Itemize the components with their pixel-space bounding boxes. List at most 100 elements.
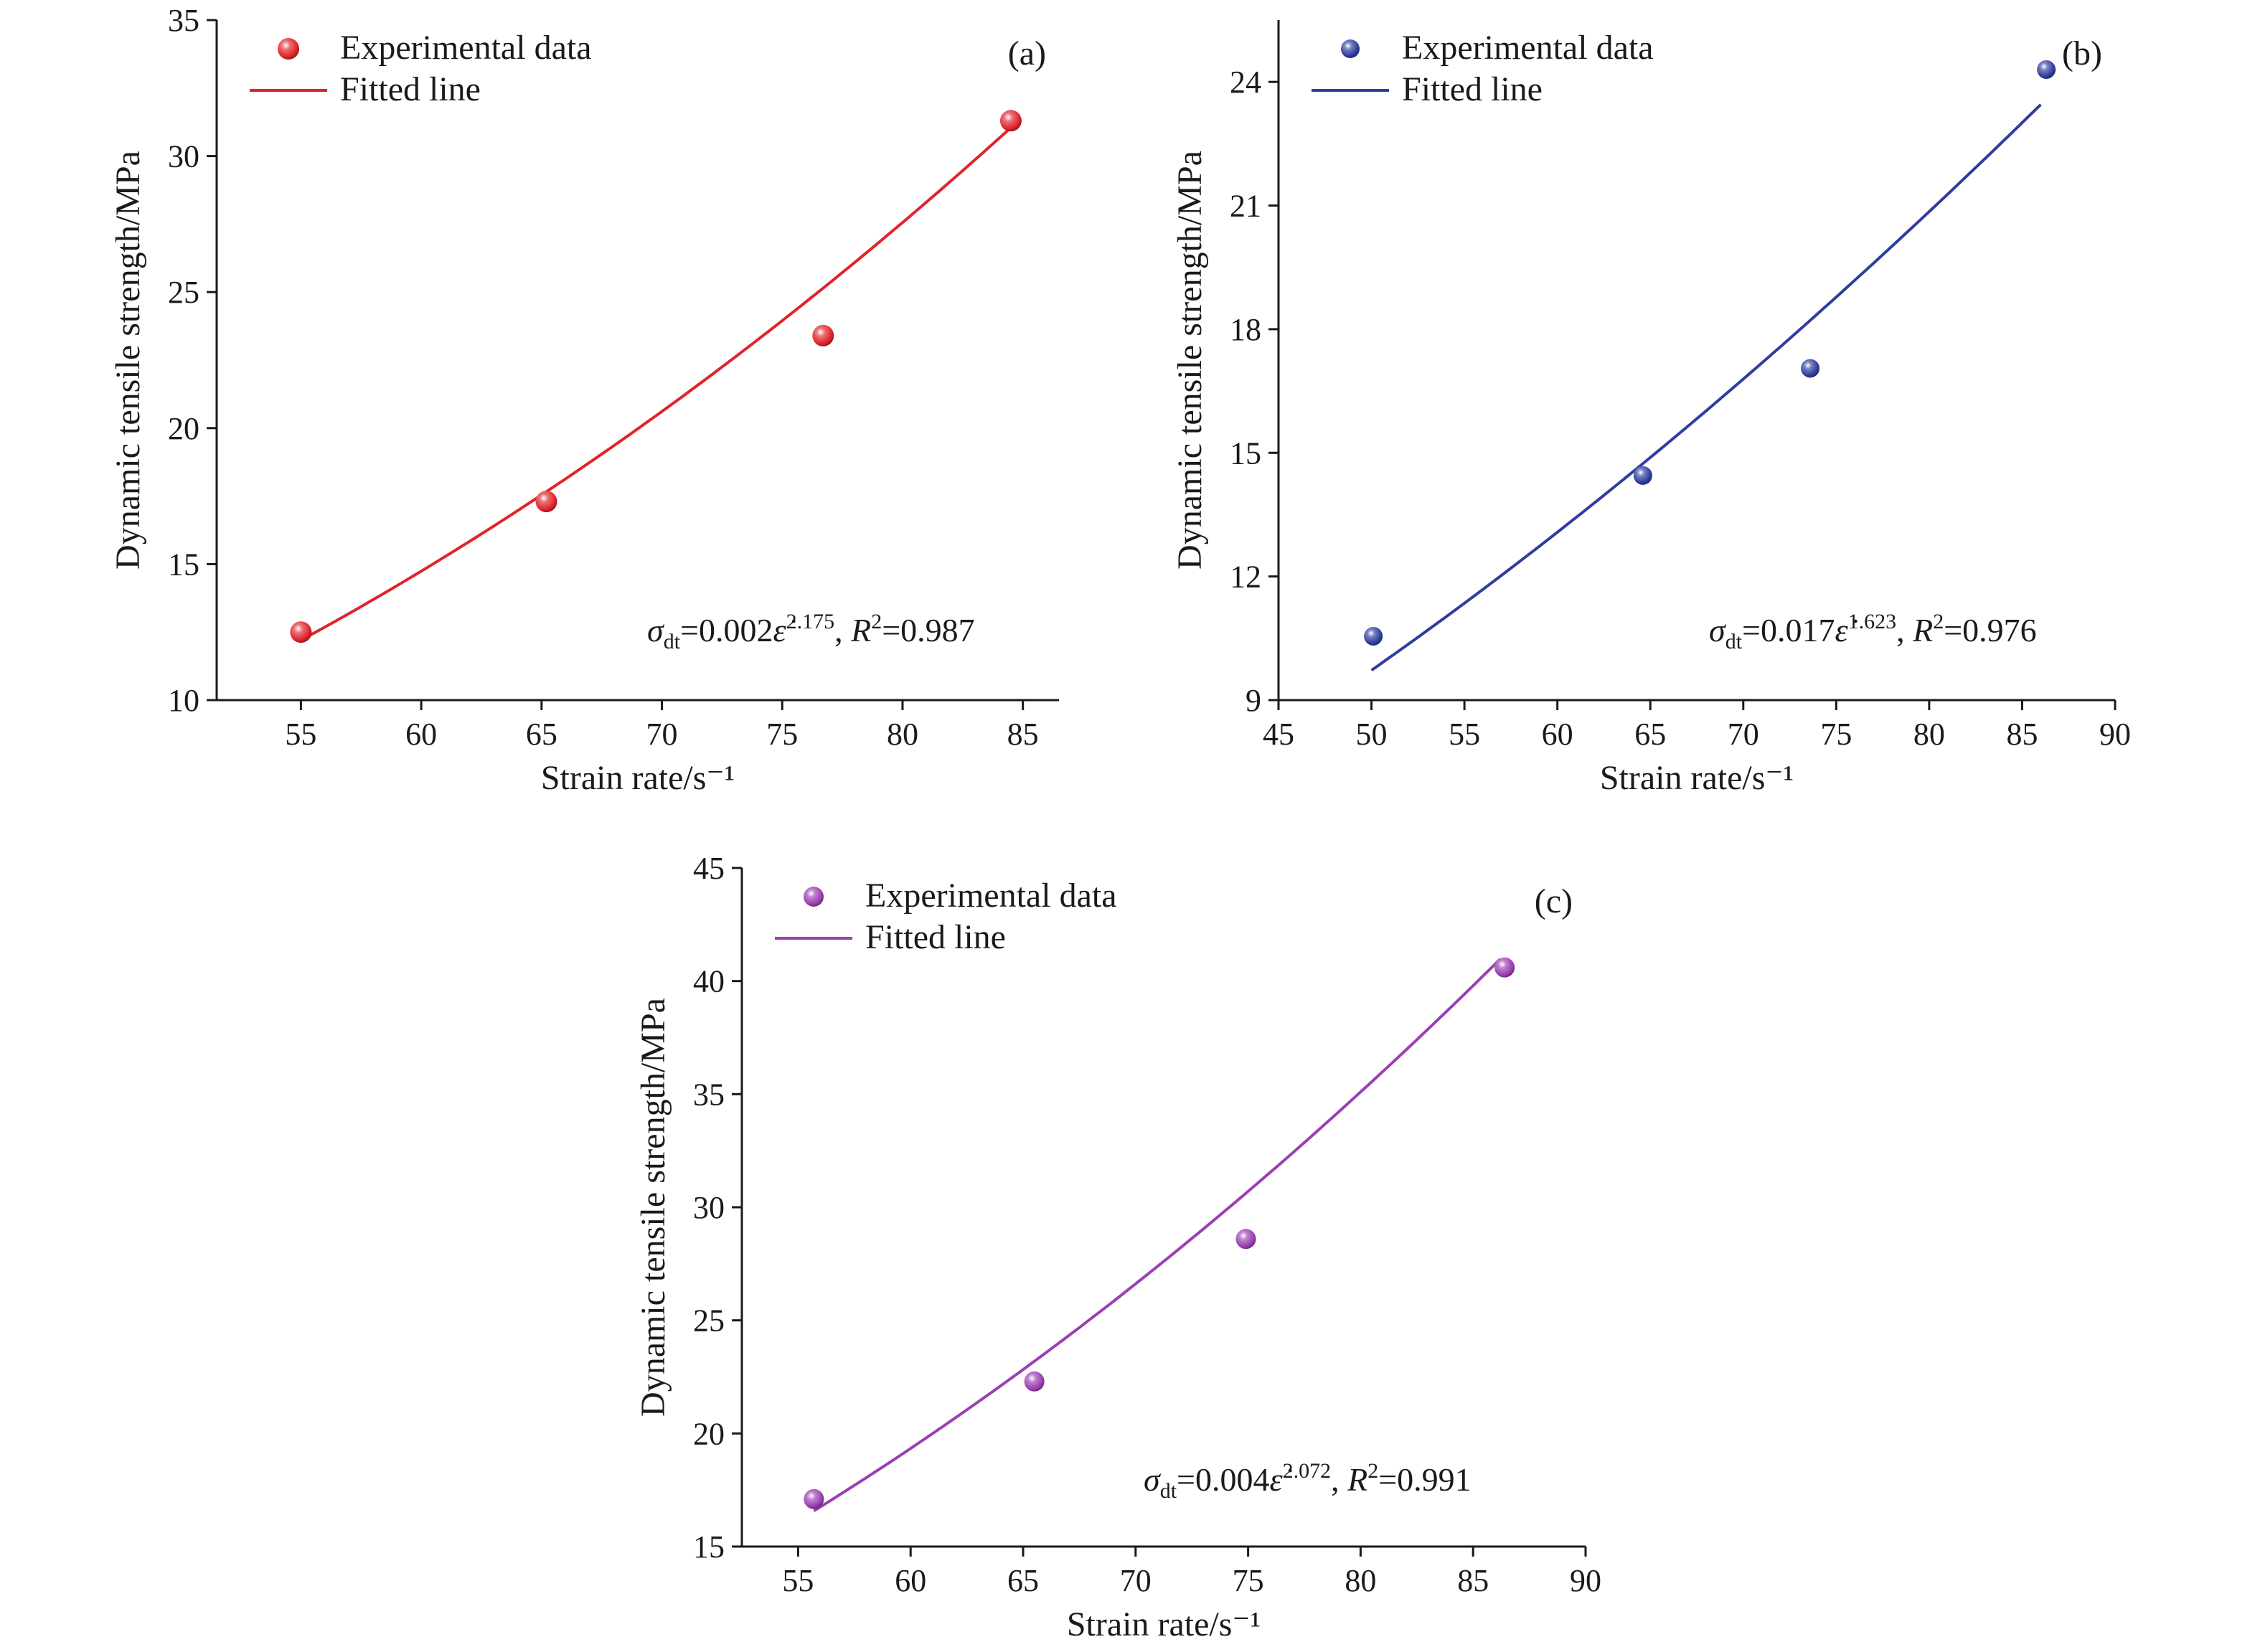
x-tick-label: 75 [1820,717,1852,752]
legend-label-markers: Experimental data [865,877,1117,915]
x-tick-label: 80 [1913,717,1945,752]
fitted-line [1370,103,2042,672]
eq-subscript: dt [664,630,681,653]
y-tick-label: 40 [693,964,725,999]
eq-r: R [850,612,871,648]
eq-coefficient: =0.004 [1177,1461,1269,1498]
eq-exponent: 1.623 [1848,610,1897,633]
x-tick-label: 90 [2099,717,2131,752]
fitted-line [813,958,1502,1512]
data-point [1494,957,1515,978]
fit-equation: σdt=0.017ε̇1.623, R2=0.976 [1709,610,2037,653]
x-axis-title: Strain rate/s⁻¹ [1067,1605,1261,1643]
eq-exponent: 2.072 [1283,1459,1332,1483]
legend-label-line: Fitted line [1402,70,1543,108]
x-tick-label: 75 [766,717,798,752]
y-tick-label: 9 [1246,683,1261,718]
y-tick-label: 15 [1230,435,1261,471]
eq-r-exponent: 2 [1367,1459,1378,1483]
legend-label-markers: Experimental data [1402,29,1654,67]
y-tick-label: 18 [1230,312,1261,347]
y-tick-label: 25 [693,1303,725,1339]
y-axis-title: Dynamic tensile strength/MPa [634,998,672,1417]
eq-r: R [1347,1461,1367,1498]
legend-label-line: Fitted line [865,918,1006,956]
x-tick-label: 55 [782,1563,814,1598]
eq-r: R [1912,612,1933,648]
fit-equation: σdt=0.004ε̇2.072, R2=0.991 [1144,1459,1472,1503]
y-tick-label: 25 [168,275,199,310]
x-tick-label: 60 [1542,717,1573,752]
x-tick-label: 60 [405,717,437,752]
x-tick-label: 80 [887,717,918,752]
y-tick-label: 15 [693,1529,725,1564]
x-axis-title: Strain rate/s⁻¹ [1600,759,1794,797]
eq-exponent: 2.175 [786,610,835,633]
panel-label: (a) [1008,34,1046,72]
x-tick-label: 85 [2006,717,2038,752]
y-tick-label: 15 [168,547,199,582]
legend-marker [1341,39,1360,58]
y-tick-label: 24 [1230,65,1261,100]
x-tick-label: 80 [1345,1563,1376,1598]
eq-subscript: dt [1725,630,1743,653]
fit-equation: σdt=0.002ε̇2.175, R2=0.987 [647,610,975,653]
panel-label: (c) [1535,882,1573,920]
x-tick-label: 65 [526,717,557,752]
legend-label-markers: Experimental data [340,29,592,67]
x-tick-label: 55 [1449,717,1480,752]
y-tick-label: 20 [693,1416,725,1451]
y-tick-label: 45 [693,851,725,886]
data-point [812,324,834,346]
x-tick-label: 75 [1233,1563,1264,1598]
data-point [1024,1371,1045,1392]
x-tick-label: 70 [1728,717,1759,752]
eq-r-value: =0.987 [882,612,974,648]
data-point [535,491,557,513]
panel-c: 55 60 65 70 75 80 85 90 15 20 25 30 35 40 45 Strain rat… [634,851,1601,1643]
y-tick-label: 35 [168,3,199,38]
x-tick-label: 65 [1634,717,1666,752]
x-tick-label: 85 [1007,717,1039,752]
eq-coefficient: =0.017 [1742,612,1835,648]
y-tick-label: 12 [1230,560,1261,595]
eq-sigma: σ [647,612,665,648]
y-tick-label: 35 [693,1077,725,1112]
eq-r-value: =0.991 [1378,1461,1471,1498]
data-point [2037,60,2056,79]
y-tick-label: 30 [168,139,199,174]
data-point [1364,626,1383,646]
x-tick-label: 90 [1570,1563,1601,1598]
eq-r-value: =0.976 [1944,612,2036,648]
data-point [1633,466,1652,485]
eq-subscript: dt [1160,1479,1177,1503]
x-tick-label: 65 [1007,1563,1039,1598]
x-tick-label: 45 [1263,717,1294,752]
data-point [1235,1229,1256,1250]
data-point [999,110,1022,132]
eq-coefficient: =0.002 [680,612,773,648]
eq-separator: , [1896,612,1913,648]
x-tick-label: 85 [1457,1563,1489,1598]
eq-r-exponent: 2 [1933,610,1944,633]
eq-sigma: σ [1709,612,1727,648]
eq-separator: , [1331,1461,1347,1498]
x-tick-label: 55 [285,717,316,752]
data-point [1801,359,1820,378]
x-tick-label: 70 [1120,1563,1152,1598]
y-tick-label: 10 [168,683,199,718]
panel-label: (b) [2062,34,2102,72]
y-tick-label: 30 [693,1190,725,1225]
x-tick-label: 70 [646,717,678,752]
legend-marker [278,38,299,60]
x-tick-label: 60 [895,1563,926,1598]
data-point [290,621,312,643]
y-tick-label: 20 [168,411,199,446]
x-axis-title: Strain rate/s⁻¹ [541,759,735,797]
eq-r-exponent: 2 [871,610,882,633]
y-tick-label: 21 [1230,189,1261,224]
data-point [804,1488,824,1509]
fitted-line [300,126,1012,642]
panel-a: 55 60 65 70 75 80 85 10 15 20 25 30 35 Strain rate/s⁻… [109,3,1059,797]
